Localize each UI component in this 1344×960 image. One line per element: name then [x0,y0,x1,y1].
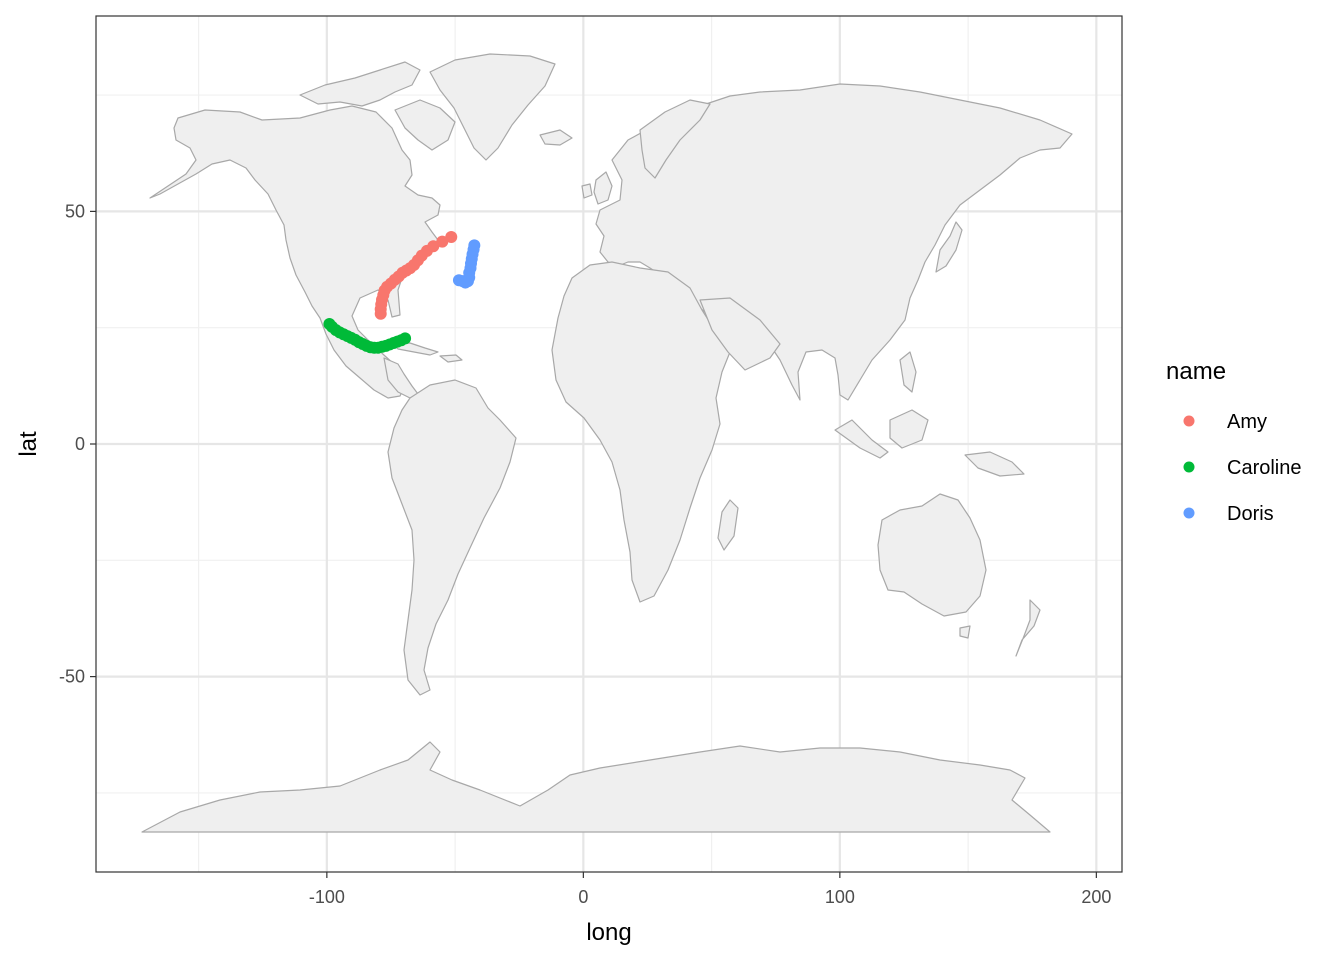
legend-label-caroline: Caroline [1227,457,1301,479]
greenland-landmass [429,53,556,161]
legend-title: name [1166,358,1226,385]
y-tick-label: -50 [59,667,85,687]
tasmania-island [959,625,971,639]
amy-track-point [445,230,458,243]
africa-landmass [551,261,731,603]
arabian-peninsula [699,297,781,371]
storm-track-points [323,230,481,354]
new-guinea-island [964,451,1025,477]
x-tick-label: 0 [578,887,588,907]
legend: name Amy Caroline Doris [1166,358,1301,525]
land-basemap [141,53,1073,833]
amy-track-point [436,235,449,248]
legend-key-amy [1183,415,1195,427]
australia-landmass [877,493,987,617]
iceland-island [539,129,573,146]
madagascar-island [717,499,739,551]
x-tick-label: 100 [825,887,855,907]
borneo-island [889,409,929,449]
legend-key-caroline [1183,461,1195,473]
south-america-landmass [387,379,517,696]
doris-track-point [468,239,481,252]
x-tick-label: 200 [1081,887,1111,907]
ireland-island [581,183,593,199]
arctic-islands [299,61,421,107]
baffin-island [394,99,456,151]
y-axis: -50 0 50 [59,201,96,687]
philippines-islands [899,351,917,393]
japan-islands [935,221,963,273]
antarctica-landmass [141,741,1051,833]
hispaniola-island [439,354,463,363]
caroline-track-point [399,332,412,345]
y-tick-label: 0 [75,434,85,454]
legend-key-doris [1183,507,1195,519]
x-axis: -100 0 100 200 [309,872,1111,907]
legend-label-doris: Doris [1227,503,1274,525]
x-tick-label: -100 [309,887,345,907]
british-isles [593,171,613,205]
cuba-island [392,342,439,356]
y-axis-title: lat [15,431,42,457]
x-axis-title: long [586,919,631,946]
amy-track-point [427,240,440,253]
sumatra-island [834,419,889,459]
new-zealand-islands [1015,599,1041,657]
legend-label-amy: Amy [1227,411,1267,433]
y-tick-label: 50 [65,201,85,221]
scandinavia-landmass [639,99,711,179]
